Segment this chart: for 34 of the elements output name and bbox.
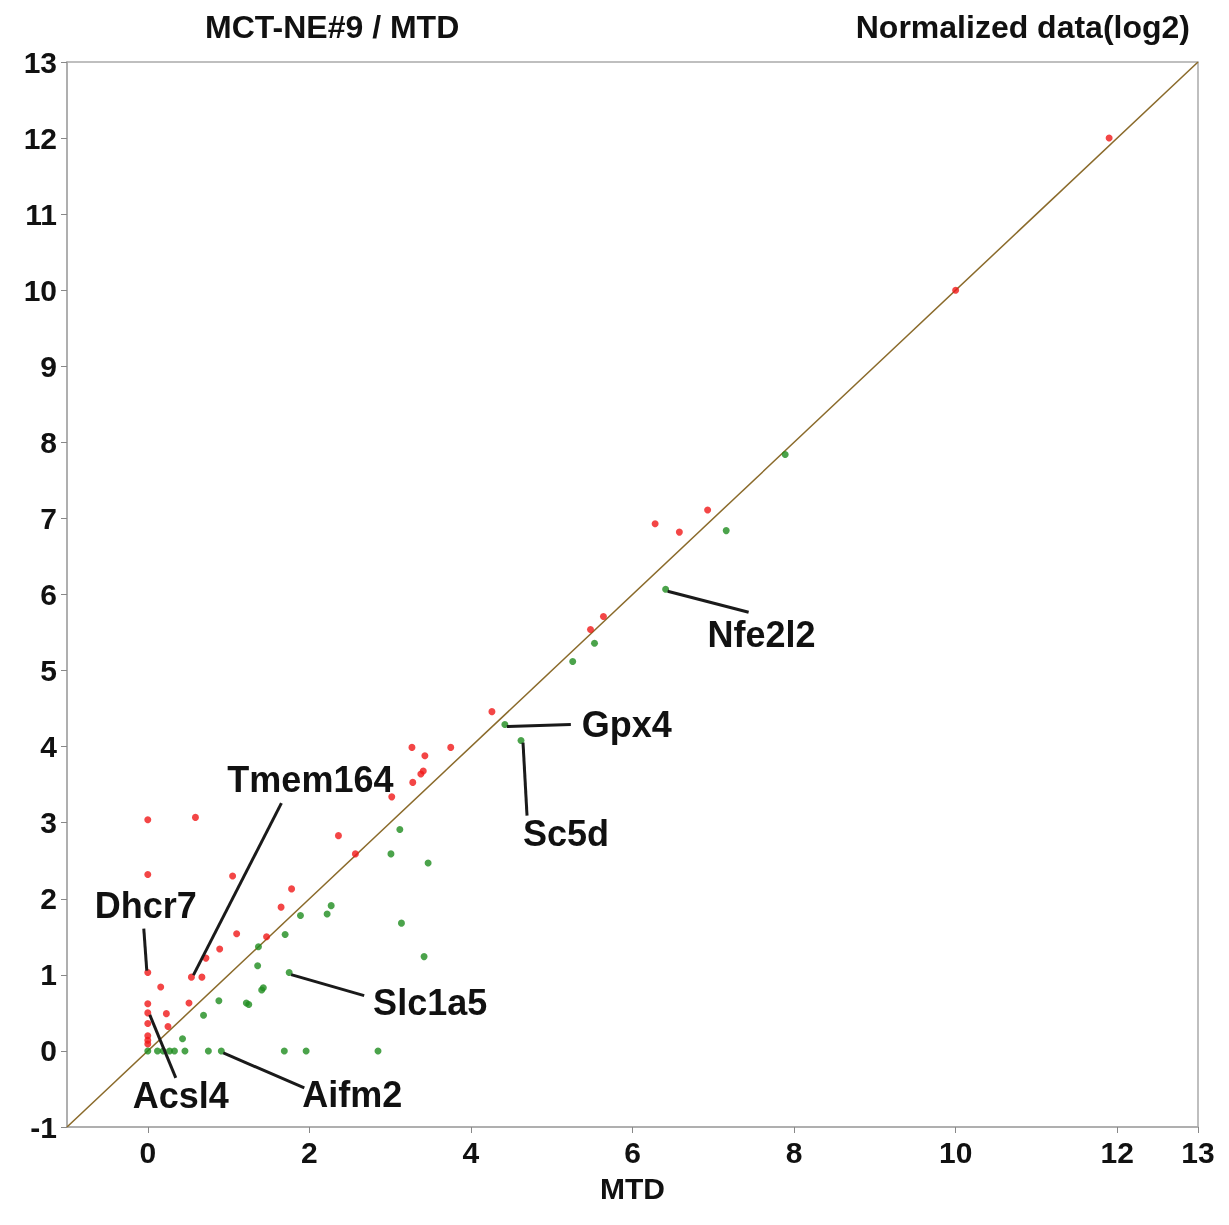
annotation: Slc1a5	[373, 982, 488, 1024]
y-tick-label: 6	[40, 578, 57, 611]
y-tick-label: 9	[40, 349, 57, 383]
y-tick-label: 1	[40, 958, 57, 992]
x-tick-label: 4	[462, 1135, 480, 1169]
y-tick-label: 11	[25, 197, 57, 231]
annotation: Dhcr7	[94, 885, 197, 927]
x-tick-label: 2	[301, 1135, 318, 1169]
x-tick-label: 13	[1181, 1135, 1215, 1169]
y-tick-label: -1	[30, 1110, 57, 1144]
y-tick-label: 3	[40, 806, 57, 840]
y-tick-label: 4	[40, 730, 58, 764]
y-tick-label: 0	[40, 1034, 57, 1068]
x-tick-label: 10	[938, 1135, 973, 1169]
annotation: Gpx4	[581, 704, 672, 746]
x-tick-label: 6	[624, 1135, 641, 1169]
annotation: Aifm2	[302, 1074, 403, 1116]
chart-title: MCT-NE#9 / MTD	[205, 9, 460, 45]
y-tick-label: 2	[40, 882, 57, 916]
x-tick-label: 0	[139, 1135, 157, 1169]
x-tick-label: 12	[1100, 1135, 1134, 1169]
annotation: Sc5d	[522, 813, 610, 855]
y-tick-label: 7	[40, 501, 57, 535]
chart-subtitle: Normalized data(log2)	[855, 9, 1190, 45]
y-tick-label: 8	[40, 425, 57, 459]
x-tick-label: 8	[785, 1135, 803, 1169]
y-tick-label: 12	[23, 121, 57, 155]
x-axis-title: MTD	[600, 1171, 665, 1205]
y-tick-label: 5	[40, 654, 57, 688]
annotation: Tmem164	[227, 758, 394, 800]
annotation: Nfe2l2	[707, 613, 816, 655]
y-tick-label: 13	[23, 45, 57, 79]
annotation: Acsl4	[132, 1075, 229, 1117]
y-tick-label: 10	[23, 273, 57, 307]
